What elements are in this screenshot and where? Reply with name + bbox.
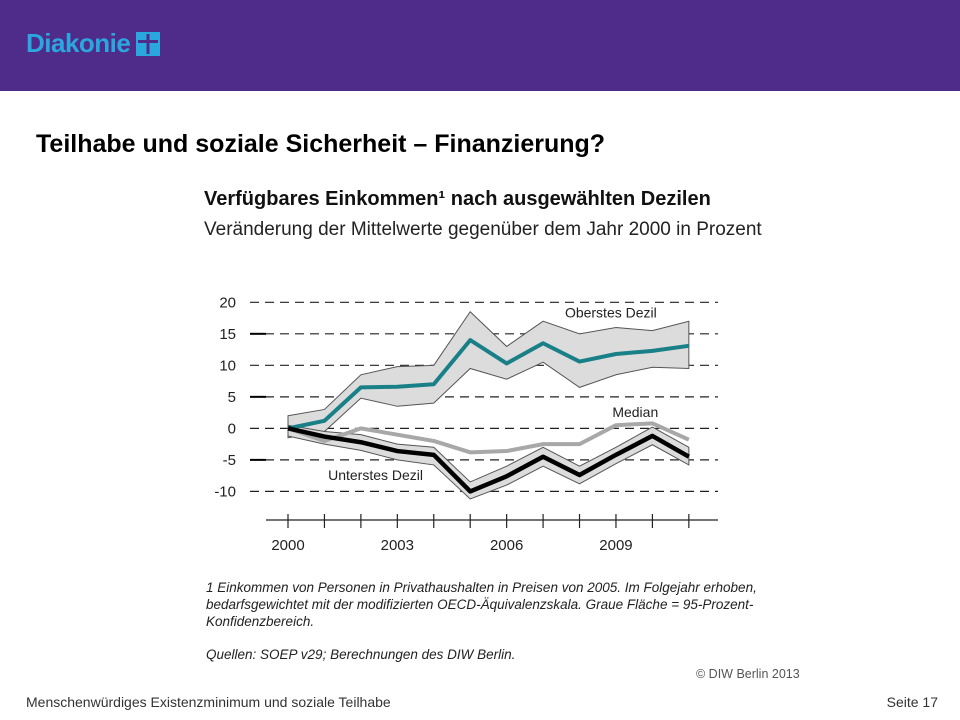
diakonie-cross-icon <box>136 31 161 56</box>
chart-copyright: © DIW Berlin 2013 <box>696 667 800 681</box>
page-title: Teilhabe und soziale Sicherheit – Finanz… <box>36 130 606 158</box>
series-line <box>287 426 690 494</box>
y-tick-label: 0 <box>228 420 236 437</box>
x-tick-label: 2006 <box>490 537 523 554</box>
y-tick-label: -5 <box>223 452 236 469</box>
confidence-band <box>287 424 690 500</box>
series-label: Median <box>612 404 658 420</box>
series-label: Unterstes Dezil <box>328 467 423 483</box>
chart-subtitle: Veränderung der Mittelwerte gegenüber de… <box>204 219 762 240</box>
chart-sources: Quellen: SOEP v29; Berechnungen des DIW … <box>206 647 516 662</box>
series-label: Oberstes Dezil <box>565 304 657 320</box>
chart-title: Verfügbares Einkommen¹ nach ausgewählten… <box>204 188 711 210</box>
y-tick-label: -10 <box>214 483 236 500</box>
x-tick-label: 2009 <box>599 537 632 554</box>
footer-title: Menschenwürdiges Existenzminimum und soz… <box>26 694 391 710</box>
y-tick-label: 15 <box>219 326 236 343</box>
series-line <box>287 421 690 455</box>
y-tick-label: 20 <box>219 294 236 311</box>
series-line <box>287 338 690 431</box>
y-tick-label: 5 <box>228 389 236 406</box>
confidence-band <box>287 310 690 439</box>
line-plot: 20 15 10 5 0 -5 -10 2000 2003 2006 2009 Oberstes De… <box>214 294 718 554</box>
logo-text: Diakonie <box>26 28 131 58</box>
x-tick-label: 2003 <box>381 537 414 554</box>
page-number: Seite 17 <box>886 694 938 710</box>
chart: Verfügbares Einkommen¹ nach ausgewählten… <box>200 182 840 682</box>
chart-footnote: 1 Einkommen von Personen in Privathausha… <box>206 580 757 629</box>
x-tick-label: 2000 <box>271 537 304 554</box>
y-tick-label: 10 <box>219 357 236 374</box>
logo: Diakonie <box>26 28 161 59</box>
